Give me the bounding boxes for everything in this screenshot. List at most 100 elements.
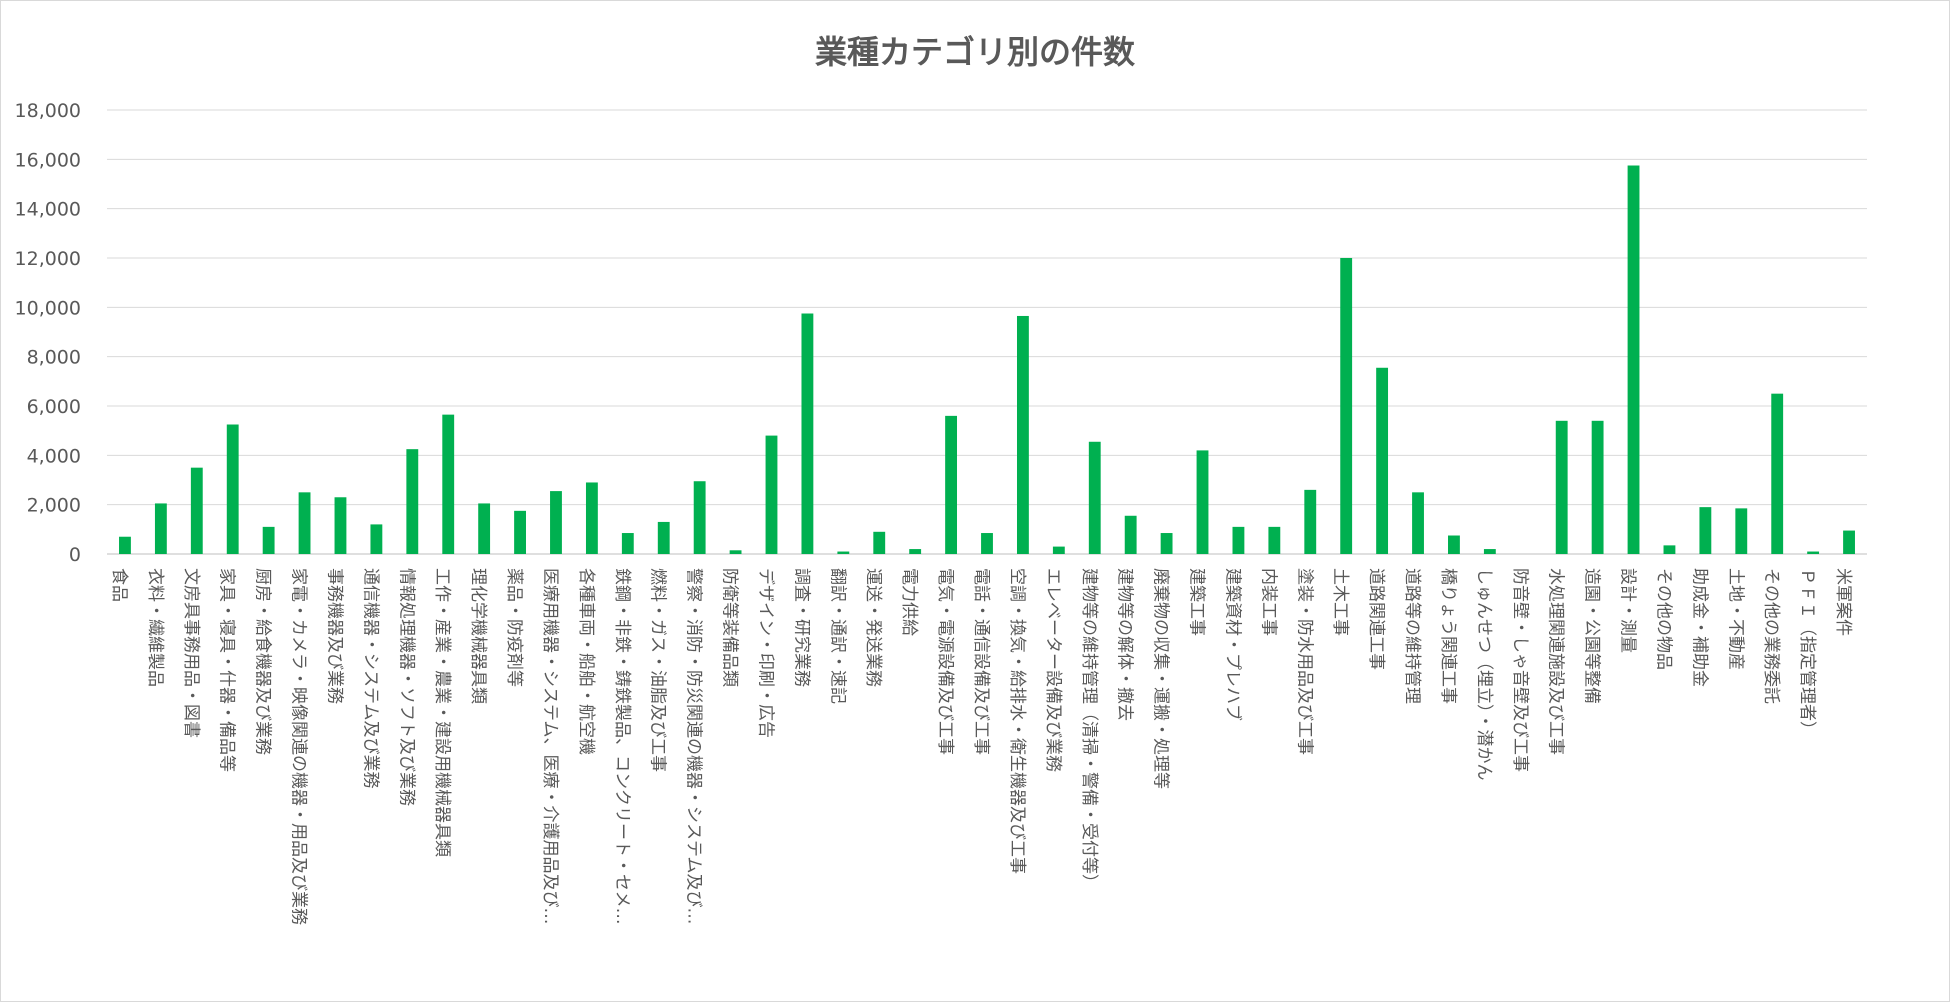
x-tick-label: 食品 xyxy=(109,568,129,602)
bar xyxy=(406,449,419,554)
x-tick-label: 橋りょう関連工事 xyxy=(1438,568,1458,704)
bar xyxy=(370,524,383,554)
x-tick-label: 警察・消防・防災関連の機器・システム及び… xyxy=(684,568,704,925)
bar xyxy=(1591,420,1604,554)
x-tick-label: エレベーター設備及び業務 xyxy=(1043,568,1063,772)
x-tick-label: 調査・研究業務 xyxy=(791,568,811,687)
bar xyxy=(1268,526,1281,554)
bar xyxy=(1699,507,1712,554)
x-tick-label: 電気・電源設備及び工事 xyxy=(935,568,955,755)
x-tick-label: 土地・不動産 xyxy=(1725,568,1745,670)
x-tick-label: 衣料・繊維製品 xyxy=(145,568,165,687)
x-tick-label: 工作・産業・農業・建設用機械器具類 xyxy=(432,568,452,857)
bar xyxy=(514,510,526,554)
bar xyxy=(550,491,562,554)
bar xyxy=(981,533,993,554)
y-tick-label: 4,000 xyxy=(27,445,81,467)
y-tick-label: 18,000 xyxy=(15,100,81,122)
bar xyxy=(1376,367,1389,554)
x-tick-label: 薬品・防疫剤等 xyxy=(504,568,524,687)
bar xyxy=(801,313,814,554)
bar xyxy=(1340,258,1353,554)
x-tick-label: 理化学機械器具類 xyxy=(468,568,488,704)
bar xyxy=(1304,489,1317,554)
bar xyxy=(1663,545,1676,554)
bar xyxy=(765,435,778,554)
bar xyxy=(621,533,634,554)
bar xyxy=(1448,535,1460,554)
y-tick-label: 14,000 xyxy=(15,199,81,221)
bar xyxy=(478,503,491,554)
x-tick-label: ＰＦＩ（指定管理者） xyxy=(1797,568,1817,738)
bar xyxy=(1196,450,1209,554)
bar xyxy=(1771,393,1784,554)
x-tick-label: 内装工事 xyxy=(1258,568,1278,636)
bar xyxy=(119,536,131,554)
bar xyxy=(190,467,203,554)
bar xyxy=(873,531,886,554)
x-tick-label: 建物等の維持管理（清掃・警備・受付等） xyxy=(1079,568,1099,891)
bar xyxy=(1555,420,1568,554)
x-tick-label: 道路関連工事 xyxy=(1366,568,1386,670)
x-tick-label: 家電・カメラ・映像関連の機器・用品及び業務 xyxy=(289,568,309,925)
chart-title: 業種カテゴリ別の件数 xyxy=(814,33,1135,71)
x-tick-label: 米軍案件 xyxy=(1833,568,1853,636)
bar xyxy=(1627,165,1640,554)
bar xyxy=(1160,533,1173,554)
x-tick-label: デザイン・印刷・広告 xyxy=(755,568,776,738)
x-tick-label: 鉄鋼・非鉄・鋳鉄製品、コンクリート・セメ… xyxy=(612,568,632,925)
bar xyxy=(1735,508,1748,554)
x-tick-label: しゅんせつ（埋立）・潜かん xyxy=(1474,568,1494,781)
x-tick-label: 建築工事 xyxy=(1187,568,1207,636)
bar xyxy=(1124,515,1137,554)
bar xyxy=(1052,546,1065,554)
x-tick-label: 道路等の維持管理 xyxy=(1402,568,1422,704)
bar xyxy=(729,550,742,554)
x-tick-label: 燃料・ガス・油脂及び工事 xyxy=(648,568,668,772)
x-tick-label: 通信機器・システム及び業務 xyxy=(360,568,380,789)
y-tick-label: 0 xyxy=(69,544,81,566)
x-tick-label: 情報処理機器・ソフト及び業務 xyxy=(396,568,416,806)
x-tick-label: 事務機器及び業務 xyxy=(324,568,344,704)
bar xyxy=(1483,549,1496,554)
y-tick-label: 10,000 xyxy=(15,297,81,319)
x-tick-label: 建築資材・プレハブ xyxy=(1222,568,1243,721)
bar xyxy=(1843,530,1855,554)
bar xyxy=(442,414,455,554)
bar xyxy=(585,482,598,554)
x-tick-label: 土木工事 xyxy=(1330,568,1350,636)
bar xyxy=(837,551,850,554)
bar xyxy=(262,526,275,554)
bar xyxy=(298,492,311,554)
x-tick-label: 医療用機器・システム、医療・介護用品及び… xyxy=(540,568,560,925)
bar xyxy=(334,497,347,554)
y-tick-label: 12,000 xyxy=(15,248,81,270)
x-tick-label: 文房具事務用品・図書 xyxy=(181,568,201,738)
bar xyxy=(909,549,922,554)
bar xyxy=(657,521,670,554)
bar xyxy=(1232,526,1245,554)
x-tick-label: 助成金・補助金 xyxy=(1689,568,1709,687)
x-tick-label: 建物等の解体・撤去 xyxy=(1115,568,1135,721)
y-tick-label: 8,000 xyxy=(27,347,81,369)
x-tick-label: 水処理関連施設及び工事 xyxy=(1546,568,1566,755)
x-tick-label: 防音壁・しゃ音壁及び工事 xyxy=(1510,568,1530,772)
bar xyxy=(945,415,958,554)
bar xyxy=(1807,551,1820,554)
bar xyxy=(1088,441,1101,554)
x-tick-label: 防衛等装備品類 xyxy=(720,568,740,687)
x-tick-label: 電力供給 xyxy=(899,568,919,636)
x-tick-label: 家具・寝具・什器・備品等 xyxy=(217,568,238,772)
x-tick-label: 塗装・防水用品及び工事 xyxy=(1294,568,1315,755)
bar xyxy=(154,503,167,554)
x-tick-label: 各種車両・船舶・航空機 xyxy=(576,568,596,755)
bar xyxy=(1412,492,1424,554)
x-tick-label: その他の業務委託 xyxy=(1761,568,1781,704)
y-tick-label: 16,000 xyxy=(15,149,81,171)
x-tick-label: 設計・測量 xyxy=(1618,568,1638,653)
y-tick-label: 6,000 xyxy=(27,396,81,418)
x-tick-label: 運送・発送業務 xyxy=(863,568,883,687)
x-tick-label: 空調・換気・給排水・衛生機器及び工事 xyxy=(1007,568,1027,874)
x-tick-label: 翻訳・通訳・速記 xyxy=(827,568,847,704)
